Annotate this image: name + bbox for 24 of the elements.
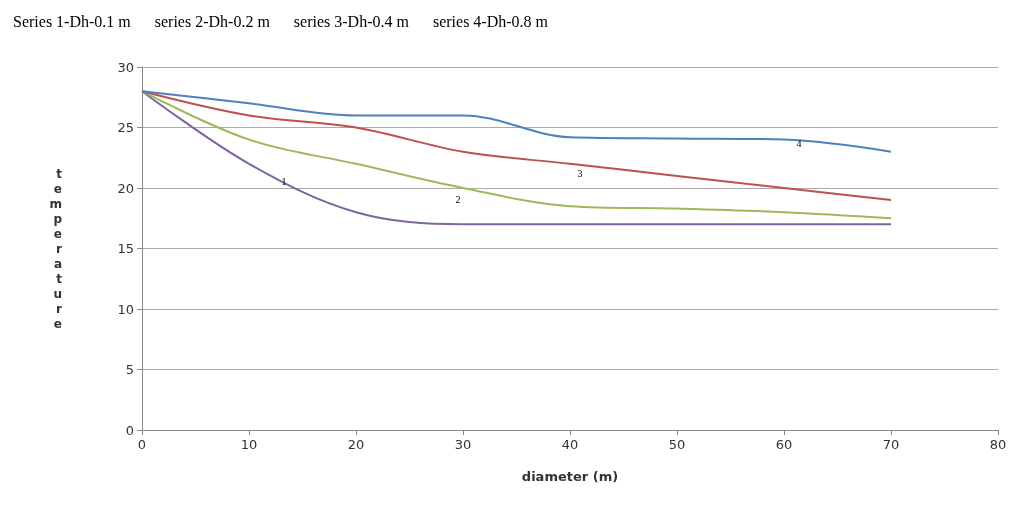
x-tick-label: 20 (347, 437, 365, 452)
series-label: 3 (577, 168, 583, 180)
x-tick-label: 60 (775, 437, 793, 452)
y-tick-label: 20 (117, 180, 134, 196)
x-tick-label: 10 (240, 437, 258, 452)
series-label: 1 (281, 176, 287, 188)
y-tick-label: 30 (117, 59, 134, 75)
x-tick-label: 0 (137, 437, 147, 452)
x-axis-title: diameter (m) (521, 469, 619, 484)
y-tick-label: 10 (117, 301, 134, 317)
y-tick-label: 0 (125, 422, 134, 438)
x-tick-label: 50 (668, 437, 686, 452)
x-tick-label: 40 (561, 437, 579, 452)
x-tick-label: 30 (454, 437, 472, 452)
y-tick-label: 25 (117, 120, 134, 135)
series-label: 4 (796, 138, 802, 150)
y-tick-label: 5 (125, 362, 134, 377)
chart-title: Series 1-Dh-0.1 m series 2-Dh-0.2 m series 3-Dh-0.4 m series 4-Dh-0.8 m (13, 12, 549, 30)
series-label: 2 (455, 193, 461, 205)
y-tick-label: 15 (117, 241, 134, 256)
text: temperature (49, 166, 62, 331)
line-series (141, 90, 892, 153)
x-tick-label: 80 (989, 437, 1007, 452)
x-tick-label: 70 (882, 437, 900, 452)
